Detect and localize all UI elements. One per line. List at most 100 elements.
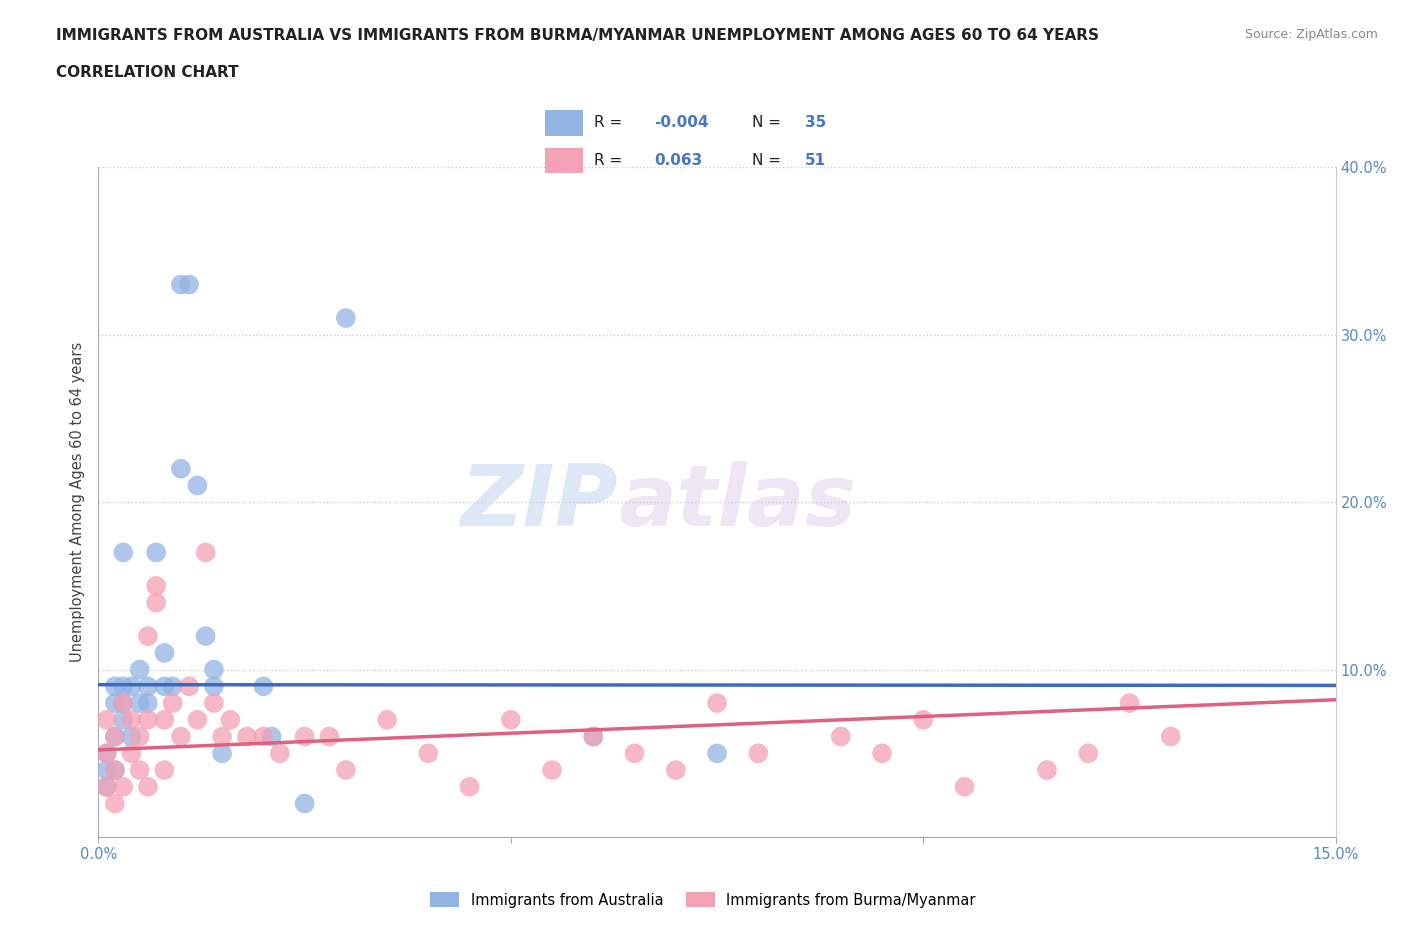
Point xyxy=(96,779,118,794)
Point xyxy=(153,679,176,694)
Point xyxy=(96,763,118,777)
Text: Source: ZipAtlas.com: Source: ZipAtlas.com xyxy=(1244,28,1378,41)
Point xyxy=(104,796,127,811)
Point xyxy=(706,746,728,761)
Point xyxy=(294,729,316,744)
Text: N =: N = xyxy=(752,153,782,168)
Point xyxy=(112,712,135,727)
Point xyxy=(582,729,605,744)
Point xyxy=(294,796,316,811)
Point xyxy=(252,729,274,744)
Point xyxy=(219,712,242,727)
Point xyxy=(153,712,176,727)
Point xyxy=(186,712,208,727)
Point xyxy=(582,729,605,744)
Bar xyxy=(544,110,583,136)
Point xyxy=(112,679,135,694)
Point xyxy=(953,779,976,794)
Point xyxy=(318,729,340,744)
Point xyxy=(104,763,127,777)
Point xyxy=(128,662,150,677)
Point xyxy=(96,779,118,794)
Point xyxy=(202,679,225,694)
Point xyxy=(211,746,233,761)
Text: ZIP: ZIP xyxy=(460,460,619,544)
Text: atlas: atlas xyxy=(619,460,856,544)
Point xyxy=(1160,729,1182,744)
Point xyxy=(120,746,142,761)
Point xyxy=(136,696,159,711)
Point xyxy=(120,712,142,727)
Point xyxy=(136,679,159,694)
Text: IMMIGRANTS FROM AUSTRALIA VS IMMIGRANTS FROM BURMA/MYANMAR UNEMPLOYMENT AMONG AG: IMMIGRANTS FROM AUSTRALIA VS IMMIGRANTS … xyxy=(56,28,1099,43)
Point xyxy=(128,763,150,777)
Point xyxy=(830,729,852,744)
Point xyxy=(499,712,522,727)
Text: R =: R = xyxy=(593,153,623,168)
Point xyxy=(269,746,291,761)
Point xyxy=(145,578,167,593)
Point xyxy=(170,729,193,744)
Point xyxy=(120,679,142,694)
Point xyxy=(153,645,176,660)
Text: -0.004: -0.004 xyxy=(654,115,709,130)
Point xyxy=(96,746,118,761)
Point xyxy=(104,679,127,694)
Point xyxy=(170,461,193,476)
Point xyxy=(104,696,127,711)
Point xyxy=(1036,763,1059,777)
Point xyxy=(128,696,150,711)
Point xyxy=(1077,746,1099,761)
Point xyxy=(375,712,398,727)
Point xyxy=(179,679,201,694)
Point xyxy=(179,277,201,292)
Point xyxy=(665,763,688,777)
Point xyxy=(202,662,225,677)
Point xyxy=(870,746,893,761)
Text: N =: N = xyxy=(752,115,782,130)
Point xyxy=(162,679,184,694)
Bar xyxy=(544,148,583,174)
Point xyxy=(194,545,217,560)
Text: 51: 51 xyxy=(804,153,827,168)
Text: 35: 35 xyxy=(804,115,827,130)
Point xyxy=(1118,696,1140,711)
Point xyxy=(96,746,118,761)
Point xyxy=(120,729,142,744)
Point xyxy=(153,763,176,777)
Text: CORRELATION CHART: CORRELATION CHART xyxy=(56,65,239,80)
Point xyxy=(202,696,225,711)
Text: 0.063: 0.063 xyxy=(654,153,702,168)
Point xyxy=(112,545,135,560)
Point xyxy=(541,763,564,777)
Point xyxy=(96,712,118,727)
Point xyxy=(112,696,135,711)
Point xyxy=(104,763,127,777)
Point xyxy=(162,696,184,711)
Point xyxy=(335,763,357,777)
Point xyxy=(186,478,208,493)
Point xyxy=(211,729,233,744)
Text: R =: R = xyxy=(593,115,623,130)
Point xyxy=(104,729,127,744)
Point xyxy=(706,696,728,711)
Y-axis label: Unemployment Among Ages 60 to 64 years: Unemployment Among Ages 60 to 64 years xyxy=(70,342,86,662)
Legend: Immigrants from Australia, Immigrants from Burma/Myanmar: Immigrants from Australia, Immigrants fr… xyxy=(425,886,981,913)
Point xyxy=(104,729,127,744)
Point xyxy=(194,629,217,644)
Point xyxy=(112,696,135,711)
Point xyxy=(145,595,167,610)
Point xyxy=(458,779,481,794)
Point xyxy=(145,545,167,560)
Point xyxy=(136,629,159,644)
Point xyxy=(128,729,150,744)
Point xyxy=(418,746,440,761)
Point xyxy=(623,746,645,761)
Point xyxy=(260,729,283,744)
Point xyxy=(170,277,193,292)
Point xyxy=(112,779,135,794)
Point xyxy=(236,729,259,744)
Point xyxy=(912,712,935,727)
Point xyxy=(136,712,159,727)
Point xyxy=(747,746,769,761)
